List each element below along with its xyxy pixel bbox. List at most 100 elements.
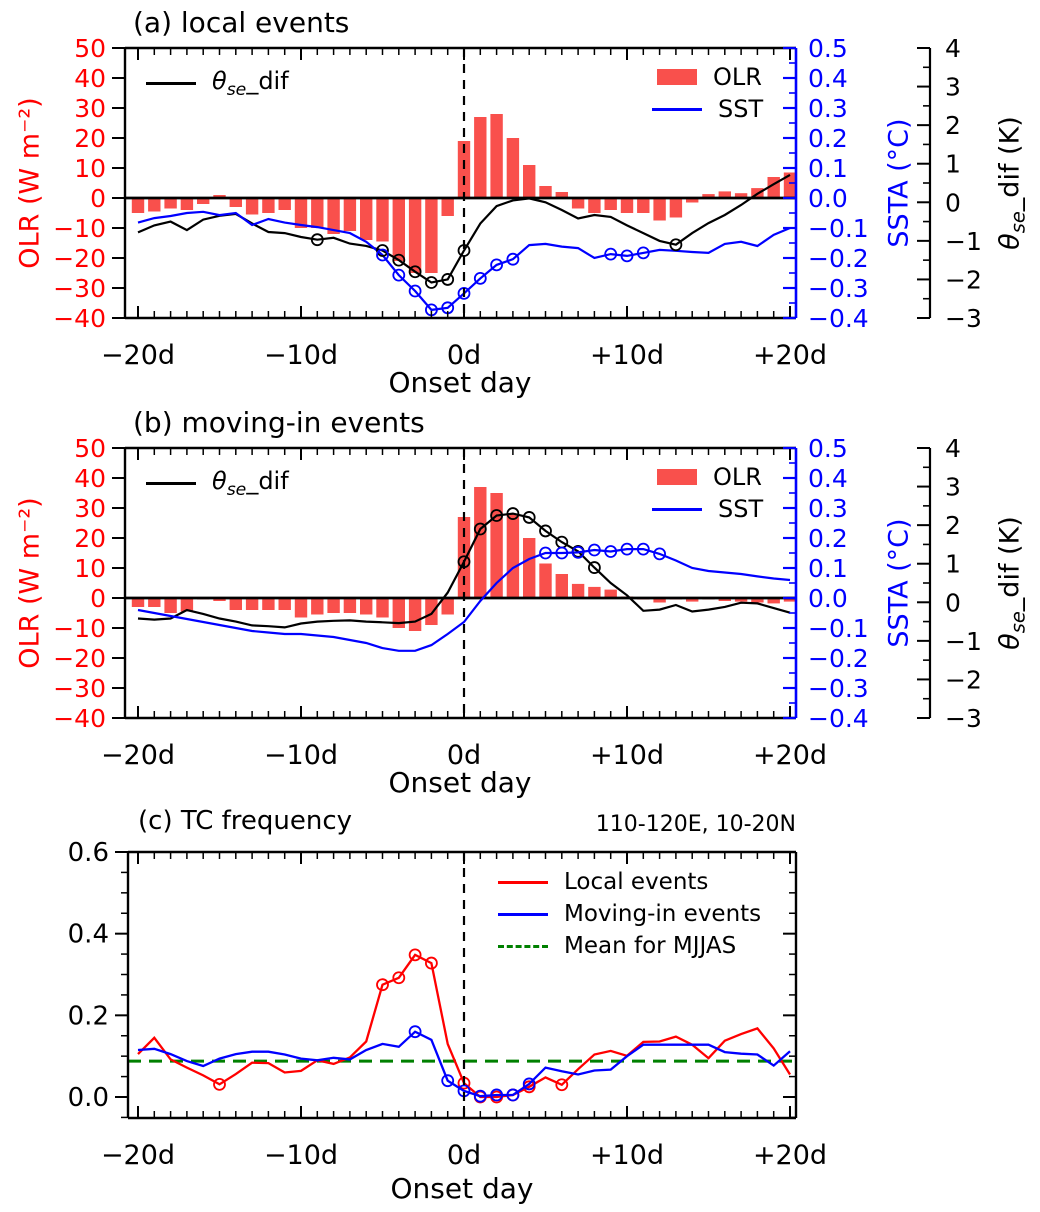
olr-bar	[425, 198, 438, 273]
olr-bar	[311, 598, 324, 615]
panel-b-ssta-axis-label: SSTA (°C)	[883, 518, 915, 648]
sst-marker	[539, 546, 552, 560]
tick-label: 20	[74, 124, 106, 153]
sst-marker	[408, 284, 422, 298]
olr-bar	[278, 598, 291, 610]
tick-label: +10d	[590, 340, 664, 371]
olr-bar	[294, 598, 308, 618]
olr-bar	[164, 598, 177, 613]
olr-legend-label: OLR	[713, 63, 762, 91]
olr-bar	[164, 198, 177, 209]
olr-bar	[245, 598, 259, 610]
tick-label: 0.2	[808, 524, 848, 553]
olr-bar	[637, 198, 650, 213]
tick-label: +20d	[753, 740, 827, 771]
tick-label: 0.0	[808, 184, 848, 213]
olr-bar	[392, 598, 405, 628]
panel-a: −20d −10d 0d +10d +20d50403020100−10−20−30−4…	[53, 34, 982, 371]
olr-bar	[327, 198, 340, 234]
theta-line-sample	[146, 81, 196, 85]
olr-legend-label: OLR	[713, 463, 762, 491]
tick-label: −40	[53, 704, 106, 733]
olr-bar	[669, 198, 683, 218]
panel-b-olr-axis-label: OLR (W m⁻²)	[14, 497, 46, 669]
olr-bar	[686, 598, 699, 602]
theta-marker	[441, 273, 455, 286]
tick-label: 0d	[447, 340, 481, 371]
tick-label: 10	[74, 554, 106, 583]
olr-bar	[539, 563, 552, 598]
tick-label: 40	[74, 64, 106, 93]
olr-bar	[718, 598, 731, 601]
theta-legend-label: θse_dif	[212, 466, 289, 500]
tick-label: −20	[53, 644, 106, 673]
tick-label: 0	[945, 188, 961, 217]
theta-line-sample	[146, 481, 196, 485]
olr-bar	[408, 198, 422, 273]
mean-mjjas-label: Mean for MJJAS	[564, 933, 737, 959]
olr-bar	[327, 598, 340, 613]
panel-c-region-subtitle: 110-120E, 10-20N	[595, 812, 796, 837]
theta-marker	[408, 265, 422, 279]
panel-b-series-legend: OLR SST	[652, 463, 763, 528]
sst-marker	[376, 248, 389, 262]
sst-marker	[473, 271, 487, 285]
tick-label: 4	[945, 34, 961, 63]
sst-line	[137, 547, 791, 652]
tick-label: +20d	[753, 1140, 827, 1171]
tick-label: −2	[945, 665, 982, 694]
panel-a-theta-dif-axis-label: θse_dif (K)	[994, 116, 1029, 250]
panel-a-xaxis-label: Onset day	[388, 366, 532, 399]
olr-bar	[213, 195, 226, 198]
sst-marker	[571, 546, 585, 559]
tick-label: 0.4	[808, 464, 848, 493]
panel-a-series-legend: OLR SST	[652, 63, 763, 128]
tick-label: 4	[945, 434, 961, 463]
olr-bar	[751, 598, 764, 603]
olr-bar	[376, 598, 389, 618]
theta-marker	[310, 233, 324, 247]
tick-label: 0	[945, 588, 961, 617]
tick-label: −10d	[264, 1140, 338, 1171]
tick-label: −0.3	[808, 274, 869, 303]
olr-bar	[474, 487, 487, 598]
panel-a-title: (a) local events	[133, 6, 350, 39]
panel-b-xaxis-label: Onset day	[388, 766, 532, 799]
tick-label: −0.4	[808, 304, 869, 333]
series-marker	[424, 956, 438, 970]
olr-bar	[229, 598, 242, 610]
olr-bar	[294, 198, 308, 228]
tick-label: 0.1	[808, 554, 848, 583]
theta-marker	[506, 507, 520, 520]
olr-bar	[131, 198, 145, 213]
tick-label: −3	[945, 704, 982, 733]
mean-mjjas-line-sample	[498, 944, 548, 948]
olr-bar	[180, 198, 194, 210]
tick-label: −20d	[101, 340, 175, 371]
sst-marker	[490, 258, 504, 272]
local-events-line	[137, 953, 791, 1099]
theta-marker	[376, 244, 389, 257]
tick-label: 10	[74, 154, 106, 183]
theta-marker	[392, 253, 406, 267]
tick-label: +20d	[753, 340, 827, 371]
olr-bar	[783, 172, 796, 198]
olr-bar	[523, 165, 536, 198]
tick-label: 2	[945, 111, 961, 140]
tick-label: −0.1	[808, 214, 869, 243]
theta-rest: _dif (K)	[994, 516, 1026, 612]
tick-label: 2	[945, 511, 961, 540]
olr-bar	[278, 198, 291, 210]
olr-bar	[408, 598, 422, 631]
tick-label: +10d	[590, 740, 664, 771]
tick-label: 1	[945, 150, 961, 179]
olr-bar	[245, 198, 259, 215]
tick-label: −0.1	[808, 614, 869, 643]
olr-bar	[229, 198, 242, 207]
series-marker	[376, 978, 389, 992]
series-marker	[441, 1074, 455, 1088]
theta-symbol: θ	[994, 233, 1026, 250]
theta-marker	[473, 522, 487, 536]
tick-label: −30	[53, 674, 106, 703]
